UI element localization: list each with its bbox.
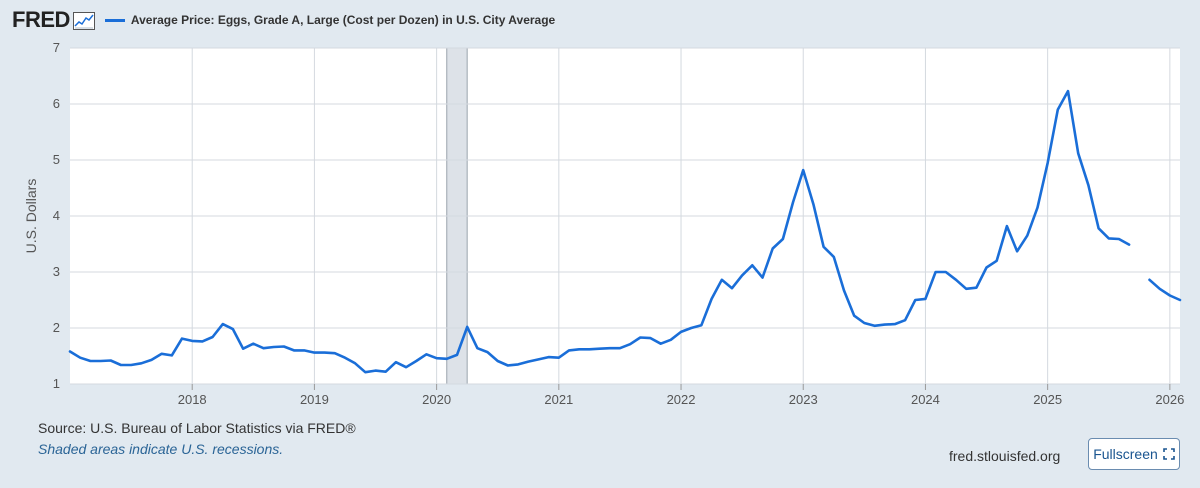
source-text: U.S. Bureau of Labor Statistics via FRED…: [90, 420, 356, 436]
y-tick-label: 7: [53, 40, 60, 55]
x-tick-label: 2020: [422, 392, 451, 407]
y-tick-label: 4: [53, 208, 60, 223]
y-tick-label: 5: [53, 152, 60, 167]
x-tick-label: 2021: [544, 392, 573, 407]
x-tick-label: 2018: [178, 392, 207, 407]
fred-logo[interactable]: FRED: [12, 7, 70, 32]
y-tick-label: 6: [53, 96, 60, 111]
legend-swatch: [104, 18, 125, 22]
chart-header: FRED Average Price: Eggs, Grade A, Large…: [12, 6, 555, 34]
x-tick-label: 2019: [300, 392, 329, 407]
x-tick-label: 2023: [789, 392, 818, 407]
x-tick-label: 2022: [667, 392, 696, 407]
site-link[interactable]: fred.stlouisfed.org: [949, 448, 1061, 464]
chart-trend-icon: [72, 12, 95, 30]
x-tick-label: 2025: [1033, 392, 1062, 407]
y-tick-label: 3: [53, 264, 60, 279]
legend: Average Price: Eggs, Grade A, Large (Cos…: [104, 13, 556, 27]
y-axis-label: U.S. Dollars: [23, 179, 39, 254]
series-line-segment: [68, 89, 1131, 374]
y-tick-label: 2: [53, 320, 60, 335]
fullscreen-button[interactable]: Fullscreen: [1088, 438, 1180, 470]
series-line-segment: [1148, 278, 1182, 302]
x-tick-label: 2026: [1155, 392, 1184, 407]
y-tick-label: 1: [53, 376, 60, 391]
legend-label: Average Price: Eggs, Grade A, Large (Cos…: [130, 13, 556, 27]
x-tick-label: 2024: [911, 392, 940, 407]
fullscreen-label: Fullscreen: [1093, 446, 1158, 462]
expand-icon: [1162, 448, 1175, 460]
recession-note: Shaded areas indicate U.S. recessions.: [38, 441, 284, 457]
source-prefix: Source:: [38, 420, 91, 436]
source-line: Source: U.S. Bureau of Labor Statistics …: [38, 420, 356, 436]
